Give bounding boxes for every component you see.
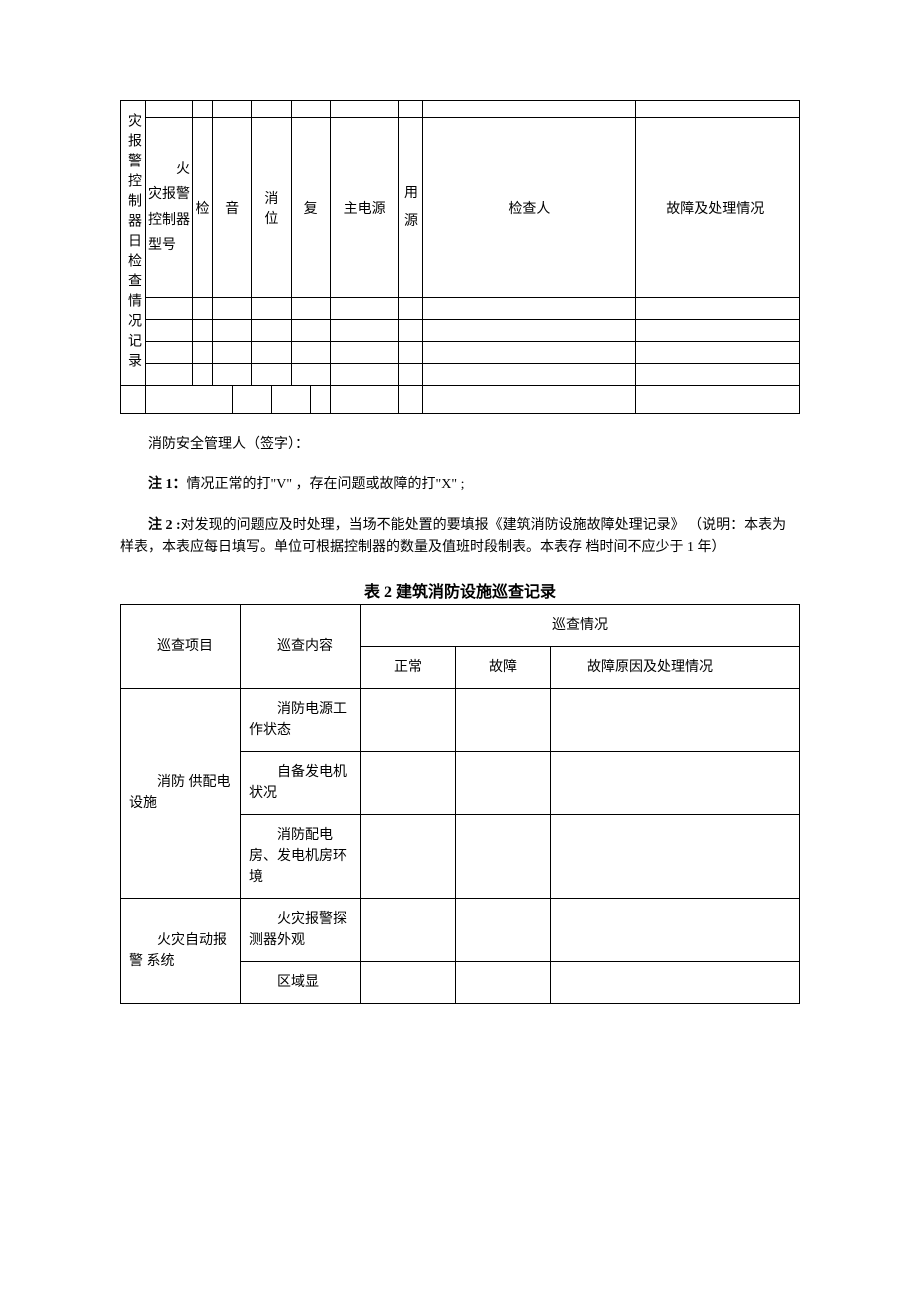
inspection-record-table: 巡查项目 巡查内容 巡查情况 正常 故障 故障原因及处理情况 消防 供配电 设施… <box>120 604 800 1004</box>
fault-header: 故障及处理情况 <box>636 118 800 298</box>
project-cell: 火灾自动报警 系统 <box>121 898 241 1003</box>
inspector-header: 检查人 <box>423 118 636 298</box>
table1-type-label: 火灾报警控制器型号 <box>146 118 193 298</box>
content-cell: 区域显 <box>241 961 361 1003</box>
content-header: 巡查内容 <box>241 604 361 688</box>
content-cell: 消防电源工作状态 <box>241 688 361 751</box>
main-power-header: 主电源 <box>330 118 399 298</box>
note-2: 注 2 :对发现的问题应及时处理，当场不能处置的要填报《建筑消防设施故障处理记录… <box>120 515 800 560</box>
content-cell: 消防配电房、发电机房环境 <box>241 814 361 898</box>
content-cell: 火灾报警探测器外观 <box>241 898 361 961</box>
table-row <box>121 342 800 364</box>
table-row: 消防 供配电 设施 消防电源工作状态 <box>121 688 800 751</box>
reason-header: 故障原因及处理情况 <box>551 646 800 688</box>
table-row: 火灾自动报警 系统 火灾报警探测器外观 <box>121 898 800 961</box>
note-1: 注 1：情况正常的打"V" ，存在问题或故障的打"X" ; <box>120 474 800 496</box>
table-row <box>121 386 800 414</box>
signature-line: 消防安全管理人（签字）： <box>120 434 800 456</box>
sound-header: 音 <box>213 118 252 298</box>
normal-header: 正常 <box>361 646 456 688</box>
backup-power-header: 用源 <box>399 118 423 298</box>
notes-section: 消防安全管理人（签字）： 注 1：情况正常的打"V" ，存在问题或故障的打"X"… <box>120 434 800 560</box>
content-cell: 自备发电机状况 <box>241 751 361 814</box>
project-cell: 消防 供配电 设施 <box>121 688 241 898</box>
table-row <box>121 298 800 320</box>
status-header: 巡查情况 <box>361 604 800 646</box>
recover-header: 复 <box>291 118 330 298</box>
table2-title: 表 2 建筑消防设施巡查记录 <box>120 578 800 602</box>
fault-header: 故障 <box>456 646 551 688</box>
silence-position-header: 消位 <box>252 118 291 298</box>
fire-alarm-check-table: 灾报警控制器日检查情况记录 火灾报警控制器型号 检 音 消位 复 主电源 用源 … <box>120 100 800 414</box>
check-header: 检 <box>193 118 213 298</box>
table-row <box>121 320 800 342</box>
table1-main-label: 灾报警控制器日检查情况记录 <box>121 101 146 386</box>
project-header: 巡查项目 <box>121 604 241 688</box>
table-row <box>121 364 800 386</box>
